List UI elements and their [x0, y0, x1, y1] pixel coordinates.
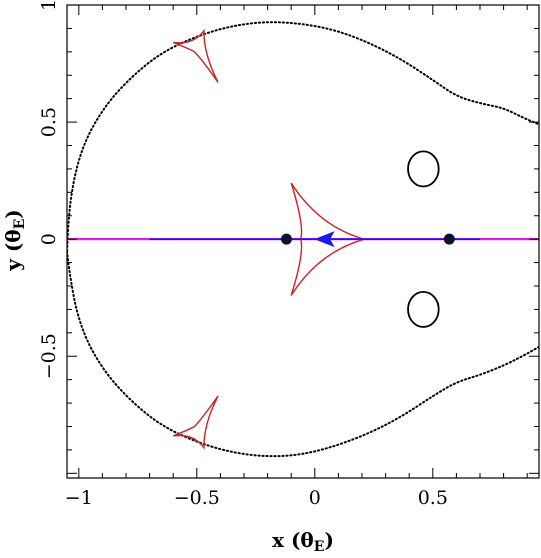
lens-point-1	[280, 233, 292, 245]
caustic-upper	[172, 28, 219, 83]
y-tick-label: 0.5	[38, 107, 60, 137]
caustic-central	[290, 182, 368, 296]
y-axis-label-end: )	[1, 209, 25, 218]
ticks-layer: −1 −0.5 0 0.5 −0.5 0 0.5 1	[38, 0, 539, 509]
series-layer	[67, 21, 539, 458]
x-tick-label: −0.5	[174, 487, 220, 509]
x-axis-label-main: x (θ	[272, 528, 314, 552]
critical-curve-outer-lower	[67, 249, 539, 458]
x-tick-label: −1	[65, 487, 93, 509]
x-axis-label-sub: E	[314, 539, 325, 555]
critical-curve-outer-upper	[67, 21, 539, 252]
x-tick-label: 0	[309, 487, 321, 509]
y-axis-label-main: y (θ	[1, 229, 25, 271]
y-tick-label: −0.5	[38, 333, 60, 379]
y-axis-label-sub: E	[12, 219, 28, 230]
y-axis-label: y (θE)	[1, 209, 28, 272]
plot-frame	[66, 4, 540, 479]
y-tick-label: 1	[38, 0, 60, 11]
critical-curve-inner-lower	[407, 290, 440, 328]
x-axis-label-end: )	[324, 528, 333, 552]
y-tick-label: 0	[38, 233, 60, 245]
x-axis-label: x (θE)	[272, 528, 334, 555]
clipped-series	[67, 21, 539, 458]
caustic-lower	[172, 395, 219, 450]
x-tick-label: 0.5	[418, 487, 448, 509]
critical-curve-inner-upper	[407, 150, 440, 188]
source-direction-arrow	[314, 231, 335, 248]
lens-point-2	[443, 233, 455, 245]
